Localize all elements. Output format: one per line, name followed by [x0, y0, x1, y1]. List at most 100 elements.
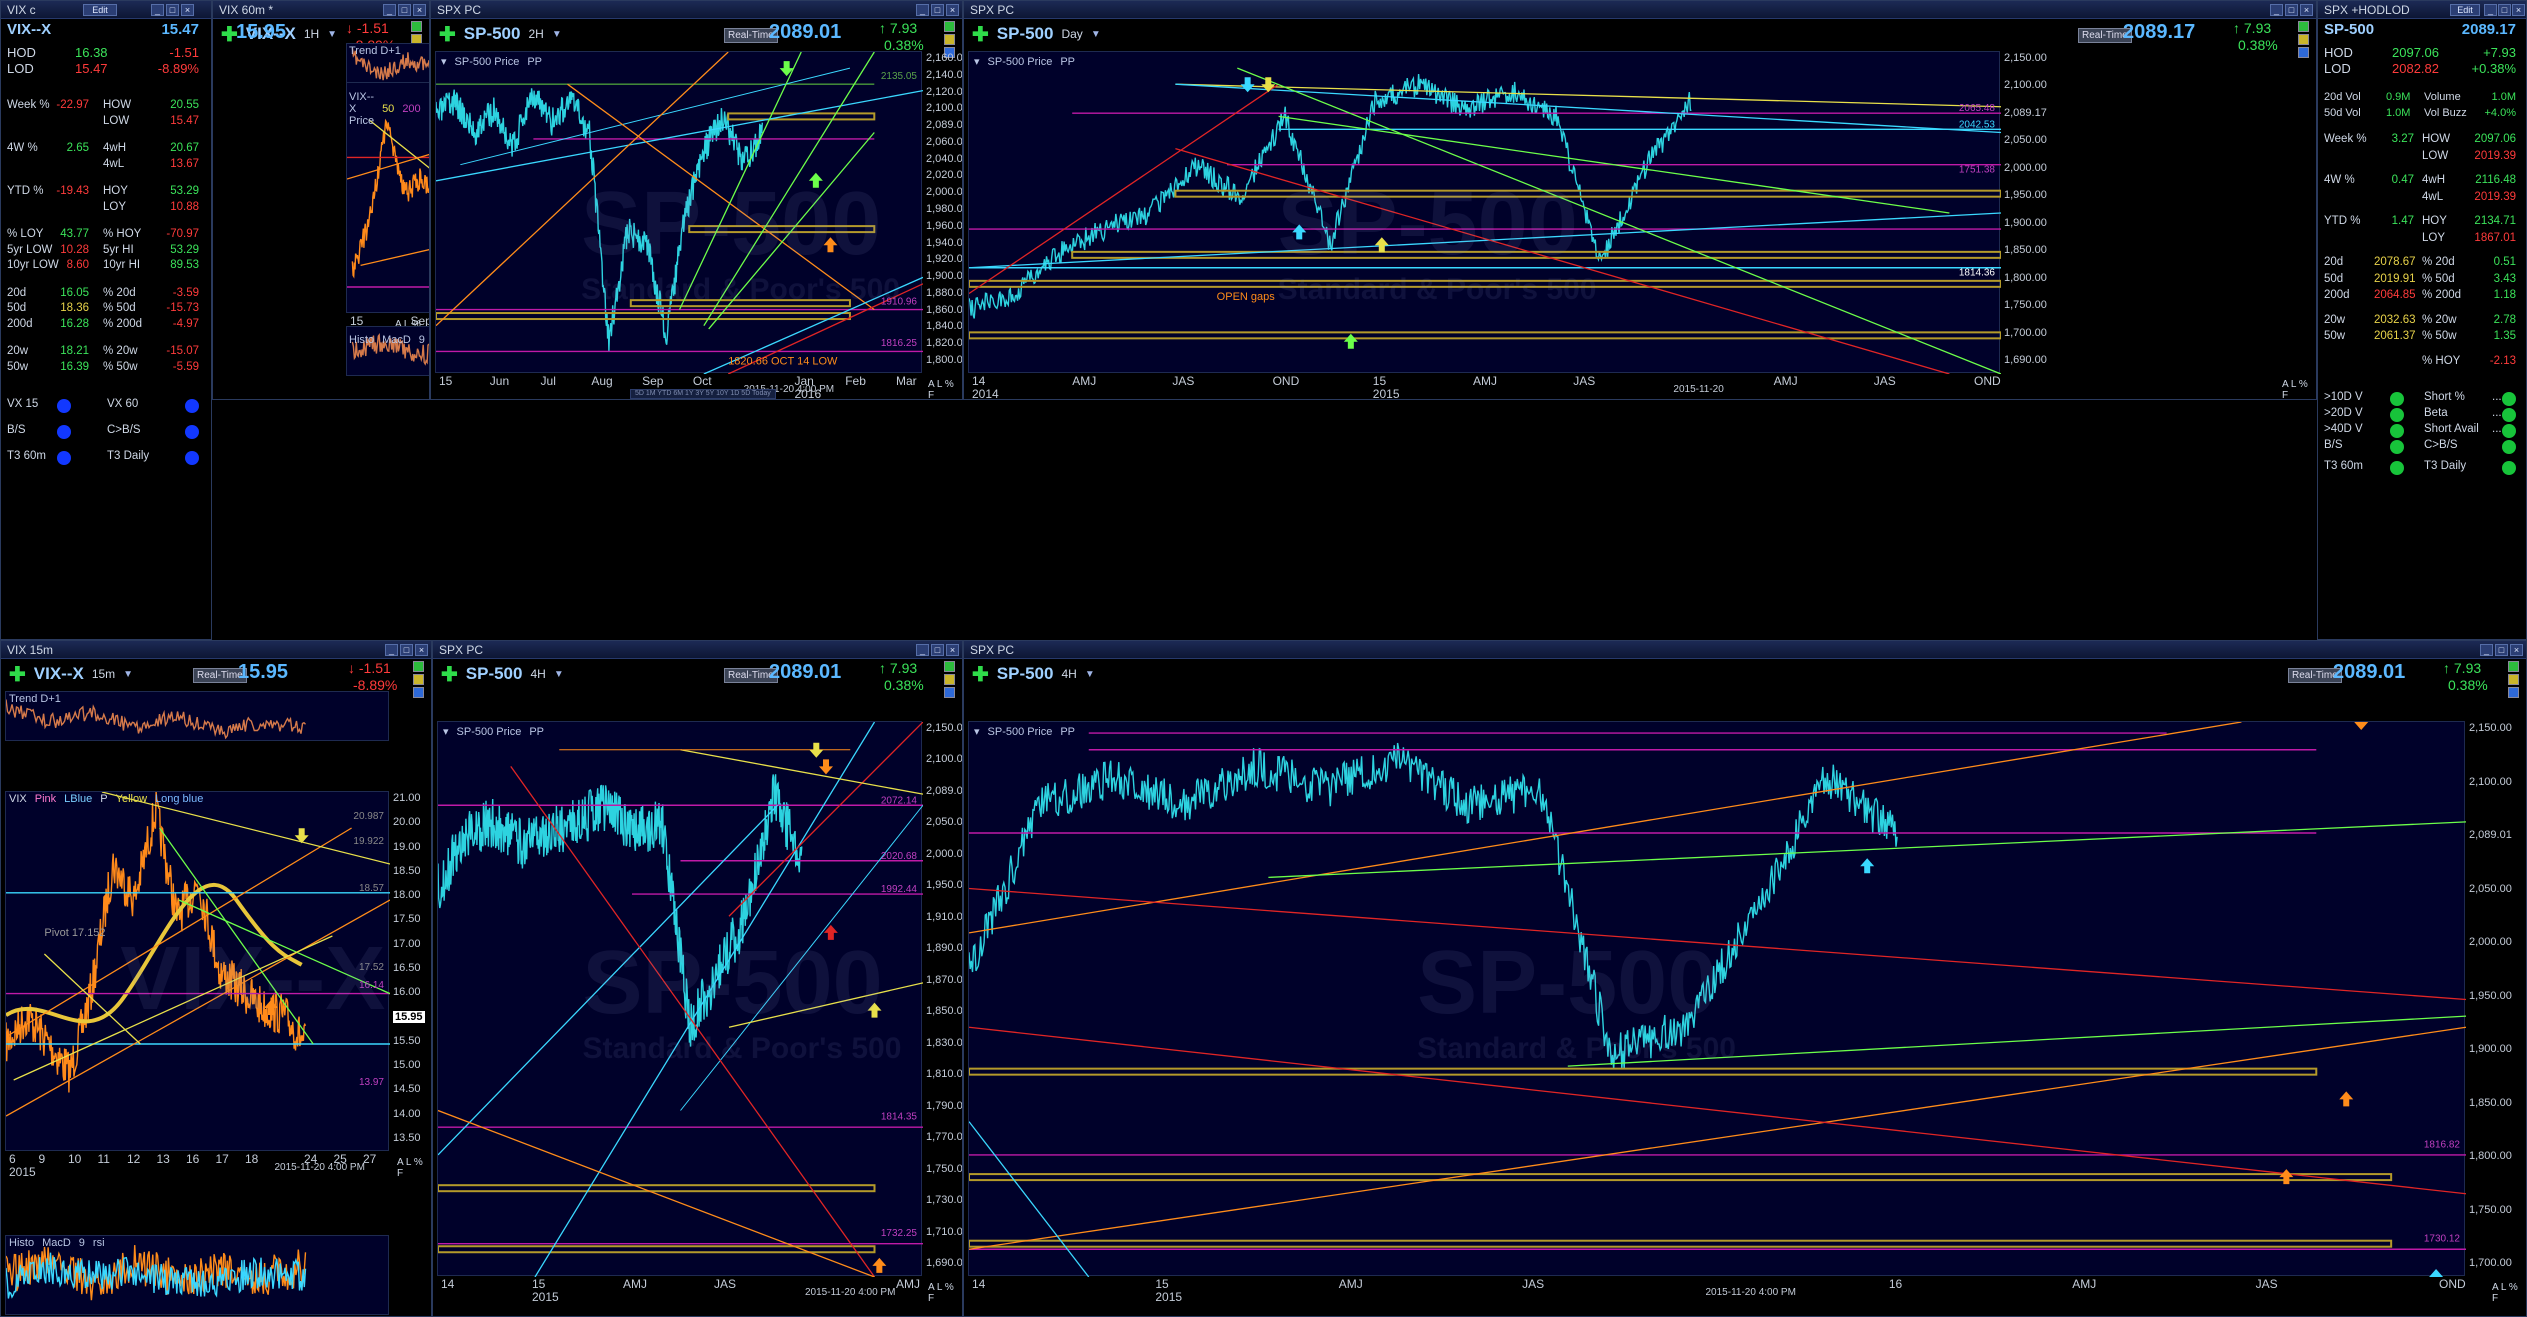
- chart-tool-icon[interactable]: [944, 47, 955, 58]
- x-axis[interactable]: 15 Jun Jul Aug Sep Oct 2015-11-20 4:00 PM Jan 2…: [435, 375, 922, 400]
- minimize-icon[interactable]: _: [2270, 4, 2283, 16]
- chart-tab[interactable]: VIX 15m: [7, 642, 54, 657]
- trend-line[interactable]: [368, 119, 430, 309]
- trend-line[interactable]: [43, 953, 141, 1045]
- trend-line[interactable]: [728, 982, 923, 1028]
- symbol-selector[interactable]: ✚ SP-500 2H ▼: [439, 21, 562, 47]
- alert-row[interactable]: B/S C>B/S: [2322, 439, 2522, 457]
- macd-study-label[interactable]: MacD: [382, 334, 411, 346]
- trend-study-label[interactable]: Trend D+1: [349, 45, 401, 57]
- trend-line[interactable]: [6, 899, 390, 1117]
- chart-tool-icon[interactable]: [2298, 47, 2309, 58]
- alert-status-icon[interactable]: [2502, 392, 2516, 406]
- trend-line[interactable]: [703, 276, 923, 374]
- macd-study-label[interactable]: 9: [418, 334, 425, 346]
- trend-line[interactable]: [534, 722, 876, 1277]
- chart-tool-icon[interactable]: [944, 21, 955, 32]
- side-symbol[interactable]: SP-500: [2324, 21, 2375, 38]
- maximize-icon[interactable]: □: [2285, 4, 2298, 16]
- study-legend[interactable]: ▾ SP-500 Price PP: [441, 55, 542, 69]
- trend-line[interactable]: [1175, 83, 2001, 108]
- trend-line[interactable]: [728, 722, 923, 917]
- gap-zone[interactable]: [688, 225, 876, 234]
- right-panel-edit-button[interactable]: Edit: [2450, 4, 2480, 16]
- chevron-down-icon[interactable]: ▼: [1090, 28, 1101, 40]
- macd-pane[interactable]: [5, 1235, 389, 1315]
- price-plot[interactable]: 27.1218.8811.8410.00: [346, 43, 430, 313]
- gap-zone[interactable]: [438, 1245, 876, 1254]
- period-selector[interactable]: Day: [1061, 27, 1083, 41]
- macd-study-label[interactable]: 9: [78, 1237, 85, 1249]
- maximize-icon[interactable]: □: [400, 644, 413, 656]
- chart-tool-icon[interactable]: [944, 661, 955, 672]
- ma-label[interactable]: 200: [402, 103, 421, 115]
- alert-status-icon[interactable]: [2390, 392, 2404, 406]
- scale-toggle[interactable]: A L % F: [397, 1157, 423, 1179]
- symbol-name[interactable]: SP-500: [465, 664, 523, 683]
- trend-label[interactable]: Trend D+1: [9, 693, 61, 705]
- study-legend[interactable]: ▾ SP-500 Price PP: [443, 725, 545, 739]
- alert-status-icon[interactable]: [185, 425, 199, 439]
- chart-tab[interactable]: VIX 60m *: [219, 2, 274, 17]
- price-plot[interactable]: 2065.48 2042.53 1751.38 1814.36 OPEN gaps: [968, 51, 2001, 374]
- trend-line[interactable]: [438, 804, 778, 1156]
- maximize-icon[interactable]: □: [931, 4, 944, 16]
- symbol-name[interactable]: SP-500: [996, 664, 1054, 683]
- gap-zone[interactable]: [969, 331, 2001, 340]
- period-selector[interactable]: 2H: [528, 27, 544, 41]
- study-legend[interactable]: ▾ SP-500 Price PP: [974, 725, 1075, 739]
- close-icon[interactable]: ×: [946, 4, 959, 16]
- alert-row[interactable]: T3 60m T3 Daily: [5, 450, 205, 468]
- chart-tool-icon[interactable]: [2508, 661, 2519, 672]
- minimize-icon[interactable]: _: [916, 4, 929, 16]
- pivot-study-label[interactable]: PP: [1060, 55, 1076, 68]
- chart-titlebar[interactable]: SPX PC: [964, 1, 2316, 19]
- trend-line[interactable]: [13, 935, 333, 1081]
- y-axis[interactable]: 2,150.00 2,100.00 2,089.17 2,050.00 2,000.00…: [2002, 51, 2316, 373]
- chart-titlebar[interactable]: VIX 60m *: [213, 1, 429, 19]
- trend-line[interactable]: [727, 283, 923, 374]
- scale-toggle[interactable]: A L % F: [2492, 1282, 2518, 1304]
- trend-line[interactable]: [1567, 1015, 2466, 1067]
- price-study-label[interactable]: SP-500 Price: [987, 55, 1053, 68]
- add-symbol-icon[interactable]: ✚: [441, 663, 458, 686]
- pivot-study-label[interactable]: PP: [529, 725, 545, 738]
- price-plot[interactable]: 2135.05 1910.96 1816.25 1820.66 OCT 14 LOW: [435, 51, 923, 374]
- trend-line[interactable]: [567, 83, 875, 311]
- trend-line[interactable]: [969, 1026, 2466, 1250]
- maximize-icon[interactable]: □: [2495, 644, 2508, 656]
- chart-tool-icon[interactable]: [413, 674, 424, 685]
- alert-status-icon[interactable]: [2502, 461, 2516, 475]
- alert-status-icon[interactable]: [57, 425, 71, 439]
- trend-line[interactable]: [969, 83, 1279, 295]
- study-legend[interactable]: VIX--X Price 50 200 20: [349, 91, 429, 127]
- alert-status-icon[interactable]: [2502, 424, 2516, 438]
- trend-line[interactable]: [680, 749, 924, 795]
- macd-legend[interactable]: Histo MacD 9 rsi: [9, 1237, 105, 1249]
- period-selector[interactable]: 15m: [91, 667, 116, 681]
- trend-line[interactable]: [159, 827, 314, 1045]
- trend-label[interactable]: Trend D+1: [349, 45, 401, 57]
- y-axis[interactable]: 2,150.00 2,100.00 2,089.01 2,050.00 2,000.00…: [924, 721, 962, 1276]
- price-study-label[interactable]: SP-500 Price: [454, 55, 520, 68]
- alert-status-icon[interactable]: [57, 399, 71, 413]
- chart-tab[interactable]: SPX PC: [970, 2, 1015, 17]
- chart-tab[interactable]: SPX PC: [970, 642, 1015, 657]
- alert-status-icon[interactable]: [2502, 408, 2516, 422]
- price-study-label[interactable]: SP-500 Price: [456, 725, 522, 738]
- trend-line[interactable]: [703, 52, 875, 327]
- minimize-icon[interactable]: _: [2480, 644, 2493, 656]
- maximize-icon[interactable]: □: [2498, 4, 2511, 16]
- alert-row[interactable]: T3 60m T3 Daily: [2322, 460, 2522, 478]
- trend-line[interactable]: [1175, 83, 2001, 134]
- study-legend[interactable]: ▾ SP-500 Price PP: [974, 55, 1076, 69]
- trend-line[interactable]: [438, 1109, 875, 1278]
- scale-toggle[interactable]: A L % F: [928, 1282, 954, 1304]
- gap-zone[interactable]: [969, 1239, 2393, 1248]
- alert-row[interactable]: B/S C>B/S: [5, 424, 205, 442]
- chart-tool-icon[interactable]: [944, 687, 955, 698]
- chart-tab[interactable]: SPX PC: [439, 642, 484, 657]
- gap-zone[interactable]: [969, 1173, 2393, 1182]
- close-icon[interactable]: ×: [946, 644, 959, 656]
